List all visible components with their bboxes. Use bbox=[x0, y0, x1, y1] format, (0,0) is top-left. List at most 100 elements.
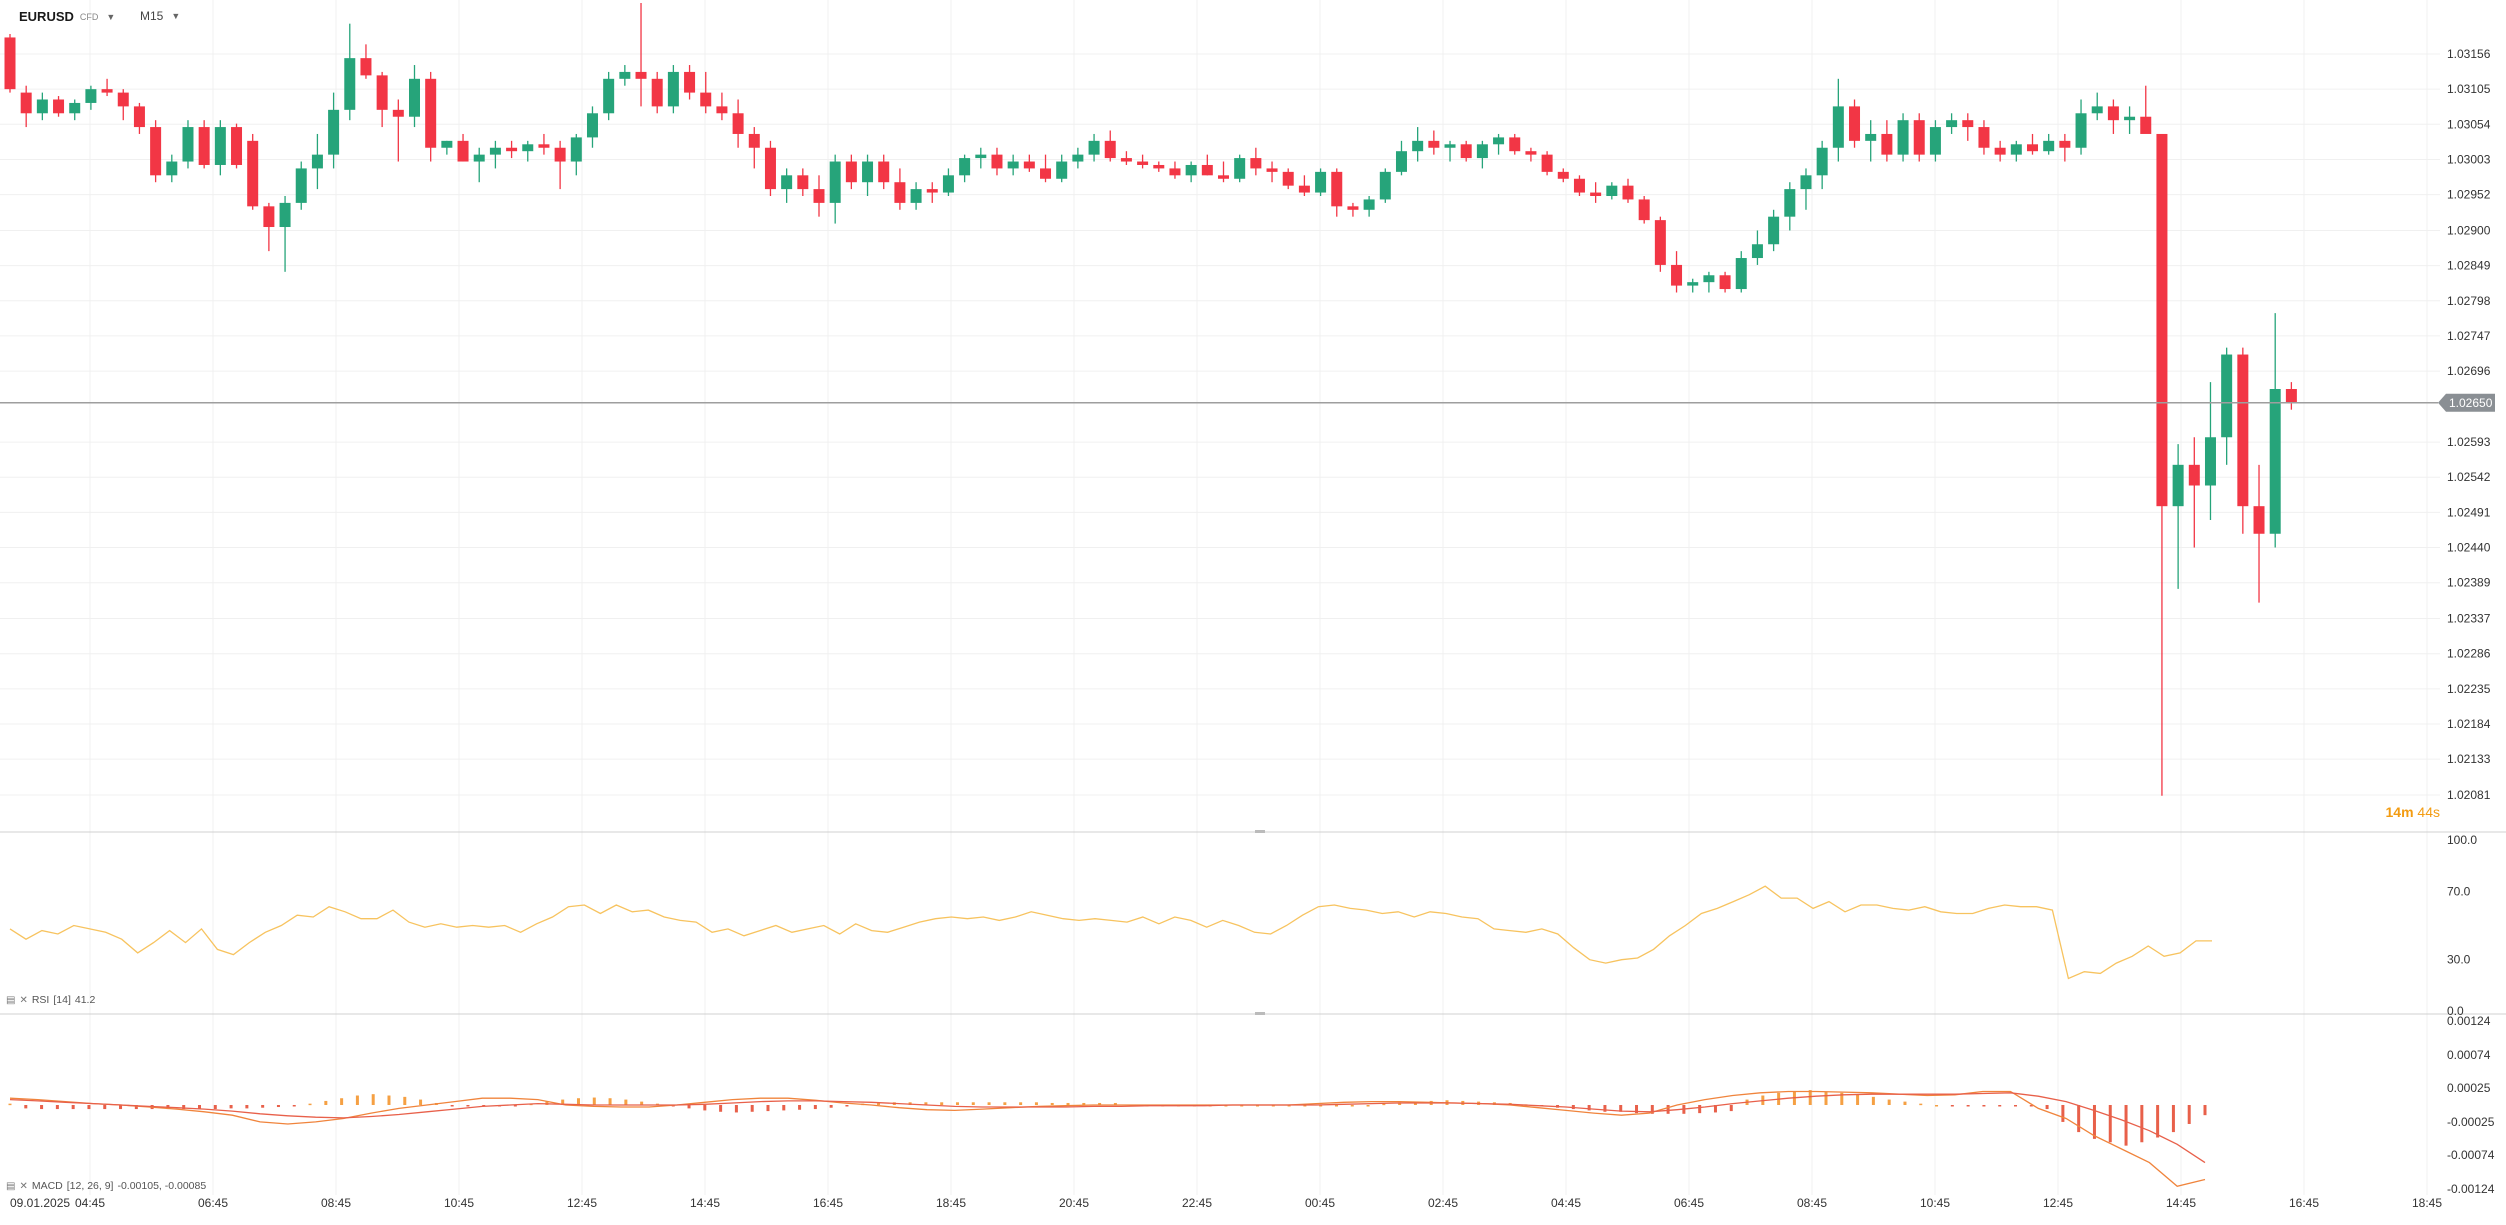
bullish-candle bbox=[2010, 144, 2022, 155]
bearish-candle bbox=[2156, 133, 2168, 507]
macd-histogram-bar bbox=[197, 1105, 201, 1110]
macd-histogram-bar bbox=[1856, 1094, 1860, 1105]
macd-histogram-bar bbox=[2092, 1105, 2096, 1139]
bullish-candle bbox=[1476, 144, 1488, 159]
macd-histogram-bar bbox=[134, 1105, 138, 1110]
price-tick-label: 1.02184 bbox=[2447, 717, 2491, 731]
bullish-candle bbox=[214, 127, 226, 165]
macd-histogram-bar bbox=[608, 1098, 612, 1105]
macd-histogram-bar bbox=[2203, 1105, 2207, 1116]
macd-histogram-bar bbox=[561, 1099, 565, 1105]
macd-histogram-bar bbox=[245, 1105, 249, 1109]
macd-histogram-bar bbox=[624, 1099, 628, 1105]
bullish-candle bbox=[603, 78, 615, 114]
pane-resize-handle bbox=[1255, 1012, 1265, 1015]
macd-histogram-bar bbox=[340, 1098, 344, 1105]
bearish-candle bbox=[1040, 168, 1052, 179]
time-tick-label: 04:45 bbox=[1551, 1196, 1581, 1210]
rsi-tick-label: 30.0 bbox=[2447, 953, 2471, 967]
bearish-candle bbox=[1347, 206, 1359, 210]
price-axis: 1.03156 1.03105 1.03054 1.03003 1.02952 1.029… bbox=[2447, 47, 2491, 802]
price-tick-label: 1.02593 bbox=[2447, 435, 2491, 449]
bullish-candle bbox=[2091, 106, 2103, 114]
price-tick-label: 1.03003 bbox=[2447, 152, 2491, 166]
bullish-candle bbox=[2075, 113, 2087, 148]
symbol-name: EURUSD bbox=[19, 9, 74, 24]
rsi-value: 41.2 bbox=[74, 994, 96, 1006]
macd-legend[interactable]: ▤ ✕ MACD [12, 26, 9] -0.00105, -0.00085 bbox=[6, 1180, 206, 1192]
bearish-candle bbox=[457, 140, 469, 162]
bullish-candle bbox=[1395, 151, 1407, 172]
macd-histogram-bar bbox=[2014, 1105, 2018, 1107]
price-tick-label: 1.03054 bbox=[2447, 117, 2491, 131]
current-price-tag bbox=[2438, 393, 2495, 412]
macd-histogram-bar bbox=[971, 1102, 975, 1105]
time-tick-label: 18:45 bbox=[936, 1196, 966, 1210]
close-icon[interactable]: ✕ bbox=[19, 1180, 28, 1192]
macd-histogram-bar bbox=[2029, 1105, 2033, 1107]
pane-resize-handle bbox=[1255, 830, 1265, 833]
macd-histogram-bar bbox=[2045, 1105, 2049, 1110]
time-tick-label: 04:45 bbox=[75, 1196, 105, 1210]
macd-histogram-bar bbox=[1650, 1105, 1654, 1114]
macd-histogram-bar bbox=[1098, 1102, 1102, 1105]
bullish-candle bbox=[409, 78, 420, 117]
close-icon[interactable]: ✕ bbox=[19, 994, 28, 1006]
bearish-candle bbox=[1137, 161, 1149, 165]
bullish-candle bbox=[1735, 258, 1747, 290]
price-tick-label: 1.02081 bbox=[2447, 788, 2491, 802]
rsi-legend[interactable]: ▤ ✕ RSI [14] 41.2 bbox=[6, 994, 95, 1006]
current-price-value: 1.02650 bbox=[2449, 396, 2493, 410]
bearish-candle bbox=[1573, 178, 1585, 193]
timeframe-selector[interactable]: M15 ▼ bbox=[140, 9, 180, 23]
bullish-candle bbox=[2124, 116, 2136, 121]
bearish-candle bbox=[1460, 144, 1472, 159]
bullish-candle bbox=[1897, 120, 1909, 155]
price-tick-label: 1.02440 bbox=[2447, 541, 2491, 555]
bearish-candle bbox=[1671, 264, 1683, 286]
bullish-candle bbox=[1412, 140, 1424, 152]
macd-histogram-bar bbox=[576, 1098, 580, 1105]
macd-histogram-bar bbox=[2124, 1105, 2128, 1146]
macd-histogram-bar bbox=[798, 1105, 802, 1110]
macd-histogram-bar bbox=[1019, 1102, 1023, 1105]
settings-icon[interactable]: ▤ bbox=[6, 994, 16, 1006]
macd-histogram-bar bbox=[1603, 1105, 1607, 1112]
macd-histogram-bar bbox=[513, 1105, 517, 1107]
macd-histogram-bar bbox=[719, 1105, 723, 1112]
macd-params: [12, 26, 9] bbox=[66, 1180, 114, 1192]
macd-histogram-bar bbox=[8, 1103, 12, 1106]
countdown-minutes: 14m bbox=[2385, 804, 2414, 820]
bearish-candle bbox=[1266, 168, 1278, 172]
chevron-down-icon: ▼ bbox=[171, 11, 181, 21]
bullish-candle bbox=[1315, 171, 1327, 193]
macd-tick-label: -0.00025 bbox=[2447, 1115, 2495, 1129]
macd-histogram-bar bbox=[640, 1101, 644, 1105]
bullish-candle bbox=[328, 109, 340, 155]
bearish-candle bbox=[797, 175, 809, 190]
symbol-selector[interactable]: EURUSD CFD ▼ bbox=[19, 9, 115, 24]
bullish-candle bbox=[489, 147, 501, 155]
price-tick-label: 1.02849 bbox=[2447, 259, 2491, 273]
bearish-candle bbox=[506, 147, 518, 152]
settings-icon[interactable]: ▤ bbox=[6, 1180, 16, 1192]
bearish-candle bbox=[150, 127, 162, 176]
rsi-tick-label: 70.0 bbox=[2447, 884, 2471, 898]
bullish-candle bbox=[2172, 464, 2184, 507]
grid-lines bbox=[0, 0, 2506, 1195]
bearish-candle bbox=[845, 161, 857, 183]
bullish-candle bbox=[2204, 437, 2216, 486]
macd-histogram-bar bbox=[119, 1105, 123, 1110]
macd-histogram-bar bbox=[955, 1102, 959, 1105]
bearish-candle bbox=[376, 75, 388, 110]
bearish-candle bbox=[1978, 127, 1990, 148]
macd-histogram-bar bbox=[1919, 1103, 1923, 1106]
macd-histogram-bar bbox=[1840, 1092, 1844, 1105]
bullish-candle bbox=[1072, 154, 1084, 162]
bearish-candle bbox=[20, 92, 32, 114]
macd-label: MACD bbox=[31, 1180, 63, 1192]
bullish-candle bbox=[1088, 140, 1100, 155]
macd-histogram-bar bbox=[1350, 1105, 1354, 1107]
bearish-candle bbox=[748, 133, 760, 148]
